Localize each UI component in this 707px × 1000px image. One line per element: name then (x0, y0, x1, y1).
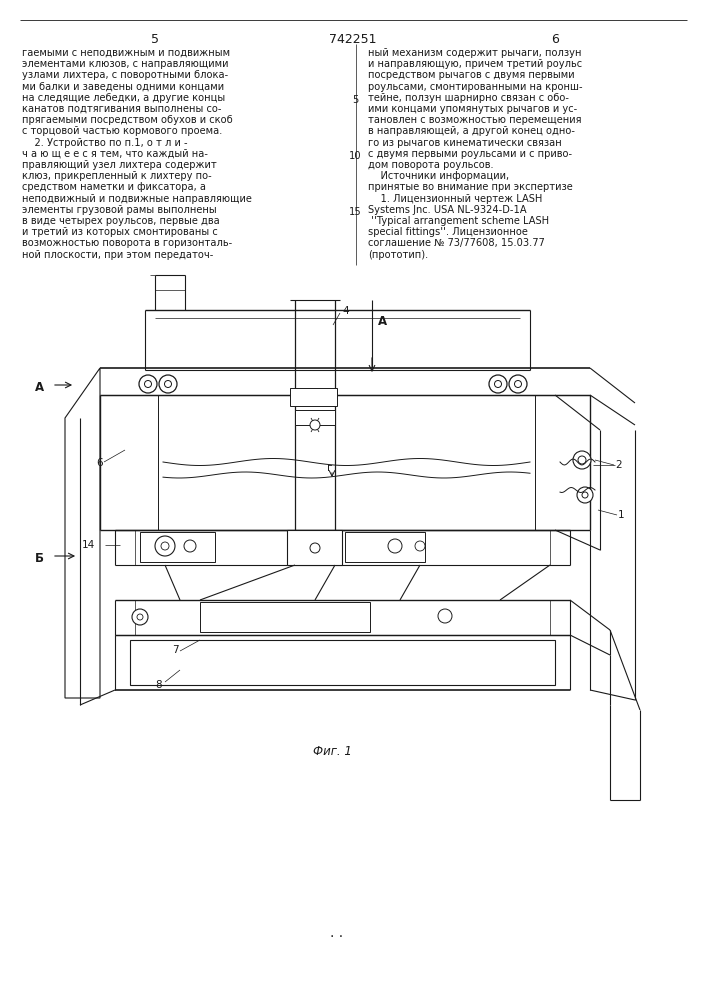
Circle shape (578, 456, 586, 464)
Text: · ·: · · (330, 930, 343, 944)
Circle shape (489, 375, 507, 393)
Text: 5: 5 (352, 95, 358, 105)
Text: 6: 6 (551, 33, 559, 46)
Text: на следящие лебедки, а другие концы: на следящие лебедки, а другие концы (22, 93, 226, 103)
Circle shape (184, 540, 196, 552)
Text: роульсами, смонтированными на кронш-: роульсами, смонтированными на кронш- (368, 82, 583, 92)
Text: 2. Устройство по п.1, о т л и -: 2. Устройство по п.1, о т л и - (22, 138, 187, 148)
Circle shape (577, 487, 593, 503)
Text: с торцовой частью кормового проема.: с торцовой частью кормового проема. (22, 126, 223, 136)
Text: средством наметки и фиксатора, а: средством наметки и фиксатора, а (22, 182, 206, 192)
Text: посредством рычагов с двумя первыми: посредством рычагов с двумя первыми (368, 70, 575, 80)
Circle shape (388, 539, 402, 553)
Text: правляющий узел лихтера содержит: правляющий узел лихтера содержит (22, 160, 217, 170)
Text: А: А (35, 381, 44, 394)
Circle shape (144, 380, 151, 387)
Bar (345, 532, 425, 562)
Text: Фиг. 1: Фиг. 1 (313, 745, 352, 758)
Circle shape (139, 375, 157, 393)
Text: ч а ю щ е е с я тем, что каждый на-: ч а ю щ е е с я тем, что каждый на- (22, 149, 208, 159)
Text: тейне, ползун шарнирно связан с обо-: тейне, ползун шарнирно связан с обо- (368, 93, 569, 103)
Circle shape (165, 380, 172, 387)
Text: принятые во внимание при экспертизе: принятые во внимание при экспертизе (368, 182, 573, 192)
Text: канатов подтягивания выполнены со-: канатов подтягивания выполнены со- (22, 104, 221, 114)
Text: клюз, прикрепленный к лихтеру по-: клюз, прикрепленный к лихтеру по- (22, 171, 212, 181)
Circle shape (494, 380, 501, 387)
Text: элементы грузовой рамы выполнены: элементы грузовой рамы выполнены (22, 205, 217, 215)
Text: ими концами упомянутых рычагов и ус-: ими концами упомянутых рычагов и ус- (368, 104, 577, 114)
Bar (290, 388, 337, 406)
Circle shape (515, 380, 522, 387)
Text: 1: 1 (618, 510, 624, 520)
Circle shape (159, 375, 177, 393)
Text: 742251: 742251 (329, 33, 377, 46)
Circle shape (310, 420, 320, 430)
Text: ми балки и заведены одними концами: ми балки и заведены одними концами (22, 82, 224, 92)
Text: гаемыми с неподвижным и подвижным: гаемыми с неподвижным и подвижным (22, 48, 230, 58)
Bar (295, 410, 335, 425)
Bar (200, 602, 370, 632)
Text: Systems Jnc. USA NL-9324-D-1A: Systems Jnc. USA NL-9324-D-1A (368, 205, 527, 215)
Text: Б: Б (35, 552, 44, 565)
Text: special fittings''. Лицензионное: special fittings''. Лицензионное (368, 227, 528, 237)
Text: возможностью поворота в горизонталь-: возможностью поворота в горизонталь- (22, 238, 233, 248)
Text: 10: 10 (349, 151, 361, 161)
Text: 7: 7 (172, 645, 179, 655)
Text: 4: 4 (342, 306, 349, 316)
Text: 5: 5 (151, 33, 159, 46)
Text: и направляющую, причем третий роульс: и направляющую, причем третий роульс (368, 59, 582, 69)
Text: 2: 2 (615, 460, 621, 470)
Text: узлами лихтера, с поворотными блока-: узлами лихтера, с поворотными блока- (22, 70, 228, 80)
Bar (130, 640, 555, 685)
Circle shape (310, 543, 320, 553)
Text: г: г (327, 463, 332, 473)
Circle shape (137, 614, 143, 620)
Circle shape (415, 541, 425, 551)
Text: (прототип).: (прототип). (368, 250, 428, 260)
Text: соглашение № 73/77608, 15.03.77: соглашение № 73/77608, 15.03.77 (368, 238, 545, 248)
Circle shape (582, 492, 588, 498)
Text: с двумя первыми роульсами и с приво-: с двумя первыми роульсами и с приво- (368, 149, 572, 159)
Text: ''Typical arrangement scheme LASH: ''Typical arrangement scheme LASH (368, 216, 549, 226)
Text: ный механизм содержит рычаги, ползун: ный механизм содержит рычаги, ползун (368, 48, 581, 58)
Text: 8: 8 (155, 680, 162, 690)
Text: Источники информации,: Источники информации, (368, 171, 509, 181)
Text: неподвижный и подвижные направляющие: неподвижный и подвижные направляющие (22, 194, 252, 204)
Text: 6: 6 (96, 458, 103, 468)
Text: элементами клюзов, с направляющими: элементами клюзов, с направляющими (22, 59, 228, 69)
Bar (140, 532, 215, 562)
Text: 14: 14 (82, 540, 95, 550)
Text: го из рычагов кинематически связан: го из рычагов кинематически связан (368, 138, 562, 148)
Text: и третий из которых смонтированы с: и третий из которых смонтированы с (22, 227, 218, 237)
Bar (287, 530, 342, 565)
Circle shape (438, 609, 452, 623)
Text: ной плоскости, при этом передаточ-: ной плоскости, при этом передаточ- (22, 250, 214, 260)
Text: 1. Лицензионный чертеж LASH: 1. Лицензионный чертеж LASH (368, 194, 542, 204)
Text: в виде четырех роульсов, первые два: в виде четырех роульсов, первые два (22, 216, 220, 226)
Text: дом поворота роульсов.: дом поворота роульсов. (368, 160, 493, 170)
Text: тановлен с возможностью перемещения: тановлен с возможностью перемещения (368, 115, 581, 125)
Text: в направляющей, а другой конец одно-: в направляющей, а другой конец одно- (368, 126, 575, 136)
Circle shape (132, 609, 148, 625)
Circle shape (573, 451, 591, 469)
Circle shape (161, 542, 169, 550)
Text: 15: 15 (349, 207, 361, 217)
Text: прягаемыми посредством обухов и скоб: прягаемыми посредством обухов и скоб (22, 115, 233, 125)
Circle shape (155, 536, 175, 556)
Circle shape (509, 375, 527, 393)
Text: А: А (378, 315, 387, 328)
